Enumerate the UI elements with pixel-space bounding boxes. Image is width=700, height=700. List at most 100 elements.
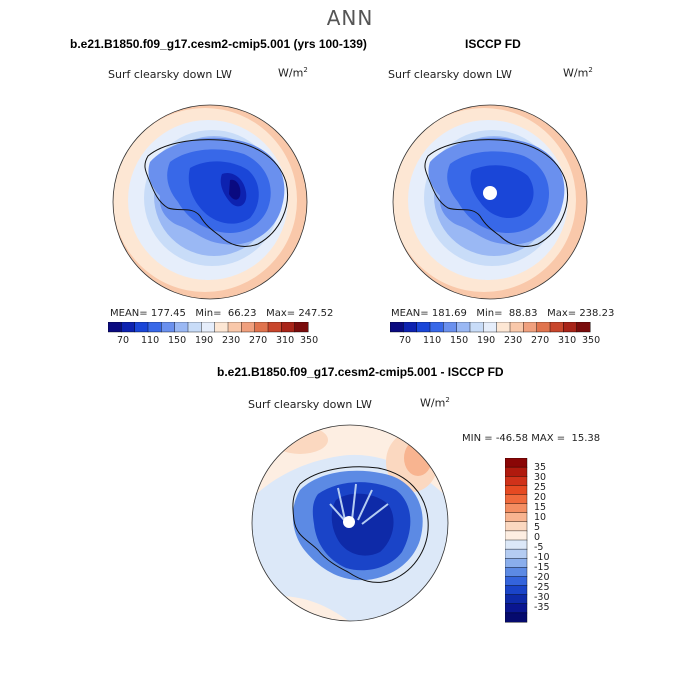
- colorbar-model-swatches: [108, 322, 309, 333]
- colorbar-swatch: [505, 466, 528, 477]
- season-title: ANN: [326, 6, 374, 30]
- colorbar-model-label: 70: [117, 335, 130, 346]
- colorbar-swatch: [505, 576, 528, 587]
- colorbar-swatch: [505, 603, 528, 614]
- colorbar-swatch: [403, 322, 418, 333]
- colorbar-obs-label: 350: [582, 335, 601, 346]
- colorbar-swatch: [505, 567, 528, 577]
- colorbar-model: [108, 322, 309, 333]
- colorbar-diff-label: -5: [534, 542, 544, 553]
- colorbar-diff-label: -15: [534, 562, 550, 573]
- colorbar-swatch: [201, 322, 216, 333]
- panel1-stats: MEAN= 177.45 Min= 66.23 Max= 247.52: [110, 308, 334, 319]
- colorbar-model-label: 310: [276, 335, 295, 346]
- colorbar-swatch: [443, 322, 458, 333]
- colorbar-swatch: [505, 458, 528, 468]
- colorbar-model-label: 110: [141, 335, 160, 346]
- colorbar-swatch: [505, 585, 528, 596]
- colorbar-swatch: [390, 322, 404, 333]
- colorbar-swatch: [505, 558, 528, 568]
- colorbar-swatch: [147, 322, 162, 333]
- colorbar-model-label: 190: [195, 335, 214, 346]
- colorbar-diff-label: 0: [534, 532, 541, 543]
- colorbar-swatch: [523, 322, 538, 333]
- panel3-stats: MIN = -46.58 MAX = 15.38: [462, 433, 601, 444]
- colorbar-swatch: [108, 322, 122, 333]
- colorbar-diff-label: -25: [534, 582, 550, 593]
- colorbar-diff-label: -35: [534, 602, 550, 613]
- colorbar-swatch: [505, 612, 528, 623]
- colorbar-diff-label: 20: [534, 492, 547, 503]
- colorbar-swatch: [456, 322, 471, 333]
- colorbar-swatch: [187, 322, 202, 333]
- colorbar-obs-label: 230: [504, 335, 523, 346]
- colorbar-swatch: [227, 322, 242, 333]
- map-obs: [393, 105, 587, 299]
- colorbar-swatch: [505, 503, 528, 514]
- colorbar-obs-labels: 70 110 150 190 230 270 310 350: [390, 335, 600, 349]
- colorbar-swatch: [549, 322, 564, 333]
- colorbar-model-label: 350: [300, 335, 319, 346]
- map-model: [113, 105, 307, 299]
- colorbar-model-label: 230: [222, 335, 241, 346]
- colorbar-obs-label: 190: [477, 335, 496, 346]
- colorbar-diff-label: 25: [534, 482, 547, 493]
- colorbar-diff-label: 5: [534, 522, 541, 533]
- colorbar-swatch: [174, 322, 189, 333]
- colorbar-diff: [505, 458, 528, 623]
- colorbar-swatch: [505, 594, 528, 605]
- colorbar-swatch: [496, 322, 511, 333]
- colorbar-obs-label: 70: [399, 335, 412, 346]
- panel2-units: W/m2: [563, 66, 593, 80]
- colorbar-swatch: [505, 548, 528, 559]
- colorbar-swatch: [505, 476, 528, 486]
- colorbar-model-label: 270: [249, 335, 268, 346]
- colorbar-swatch: [505, 512, 528, 523]
- colorbar-diff-labels: 35 30 25 20 15 10 5 0 -5 -10 -15 -20 -25…: [534, 458, 574, 624]
- colorbar-swatch: [536, 322, 551, 333]
- colorbar-swatch: [483, 322, 498, 333]
- colorbar-obs-label: 150: [450, 335, 469, 346]
- colorbar-swatch: [214, 322, 229, 333]
- colorbar-swatch: [469, 322, 484, 333]
- colorbar-obs-label: 310: [558, 335, 577, 346]
- colorbar-swatch: [505, 539, 528, 550]
- panel2-title: ISCCP FD: [465, 37, 521, 51]
- colorbar-swatch: [509, 322, 524, 333]
- panel2-field-label: Surf clearsky down LW: [388, 68, 512, 81]
- panel2-stats: MEAN= 181.69 Min= 88.83 Max= 238.23: [391, 308, 615, 319]
- colorbar-swatch: [576, 322, 591, 333]
- colorbar-swatch: [563, 322, 578, 333]
- colorbar-swatch: [161, 322, 176, 333]
- colorbar-swatch: [505, 521, 528, 532]
- colorbar-swatch: [267, 322, 282, 333]
- colorbar-diff-label: 15: [534, 502, 547, 513]
- panel3-title: b.e21.B1850.f09_g17.cesm2-cmip5.001 - IS…: [217, 365, 504, 379]
- colorbar-model-label: 150: [168, 335, 187, 346]
- colorbar-swatch: [505, 485, 528, 495]
- colorbar-obs-label: 270: [531, 335, 550, 346]
- colorbar-diff-label: 30: [534, 472, 547, 483]
- colorbar-swatch: [281, 322, 296, 333]
- colorbar-obs: [390, 322, 591, 333]
- colorbar-swatch: [505, 494, 528, 505]
- colorbar-swatch: [134, 322, 149, 333]
- colorbar-swatch: [121, 322, 136, 333]
- colorbar-swatch: [294, 322, 309, 333]
- colorbar-swatch: [429, 322, 444, 333]
- colorbar-obs-swatches: [390, 322, 591, 333]
- colorbar-diff-label: -30: [534, 592, 550, 603]
- colorbar-obs-label: 110: [423, 335, 442, 346]
- panel3-units: W/m2: [420, 396, 450, 410]
- panel1-units: W/m2: [278, 66, 308, 80]
- colorbar-diff-label: -20: [534, 572, 550, 583]
- colorbar-swatch: [254, 322, 269, 333]
- colorbar-model-labels: 70 110 150 190 230 270 310 350: [108, 335, 318, 349]
- colorbar-diff-label: -10: [534, 552, 550, 563]
- colorbar-diff-swatches: [505, 458, 528, 623]
- colorbar-diff-label: 35: [534, 462, 547, 473]
- colorbar-diff-label: 10: [534, 512, 547, 523]
- panel1-field-label: Surf clearsky down LW: [108, 68, 232, 81]
- panel1-title: b.e21.B1850.f09_g17.cesm2-cmip5.001 (yrs…: [70, 37, 367, 51]
